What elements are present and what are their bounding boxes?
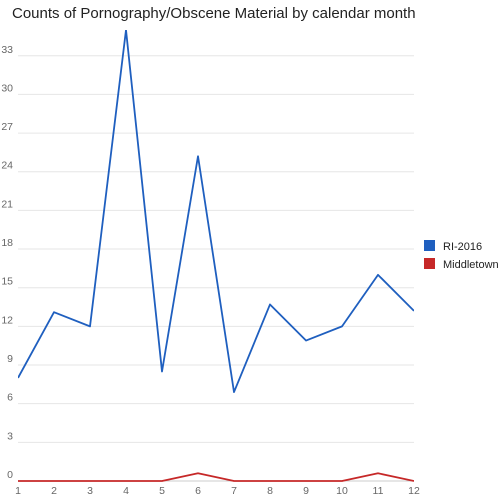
- legend-label: Middletown: [443, 259, 499, 271]
- y-tick-label: 18: [1, 237, 13, 249]
- x-tick-label: 1: [15, 485, 21, 497]
- gridlines: [18, 55, 414, 443]
- y-tick-label: 6: [7, 392, 13, 404]
- legend-swatch: [424, 240, 435, 251]
- x-tick-label: 4: [123, 485, 129, 497]
- y-tick-label: 30: [1, 82, 13, 94]
- y-tick-label: 24: [1, 160, 13, 172]
- x-tick-label: 7: [231, 485, 237, 497]
- x-tick-label: 8: [267, 485, 273, 497]
- x-tick-label: 2: [51, 485, 57, 497]
- x-tick-label: 3: [87, 485, 93, 497]
- x-tick-label: 10: [336, 485, 348, 497]
- y-tick-label: 21: [1, 198, 13, 210]
- y-tick-label: 9: [7, 353, 13, 365]
- chart-title: Counts of Pornography/Obscene Material b…: [12, 5, 416, 22]
- y-tick-label: 15: [1, 276, 13, 288]
- x-tick-label: 11: [373, 485, 384, 497]
- x-tick-label: 6: [195, 485, 201, 497]
- series-lines: [18, 30, 414, 482]
- y-axis: 0 3 6 9 12 15 18 21 24 27 30 33: [1, 44, 13, 481]
- y-tick-label: 33: [1, 44, 13, 56]
- y-tick-label: 27: [1, 121, 13, 133]
- x-tick-label: 9: [303, 485, 309, 497]
- legend-label: RI-2016: [443, 241, 482, 253]
- legend-swatch: [424, 258, 435, 269]
- y-tick-label: 12: [1, 314, 13, 326]
- y-tick-label: 0: [7, 469, 13, 481]
- x-tick-label: 5: [159, 485, 165, 497]
- x-axis: 1 2 3 4 5 6 7 8 9 10 11 12: [15, 480, 420, 497]
- series-line-middletown: [18, 472, 414, 482]
- y-tick-label: 3: [7, 430, 13, 442]
- series-line-ri-2016: [18, 30, 414, 393]
- legend: RI-2016 Middletown: [424, 240, 499, 271]
- x-tick-label: 12: [408, 485, 420, 497]
